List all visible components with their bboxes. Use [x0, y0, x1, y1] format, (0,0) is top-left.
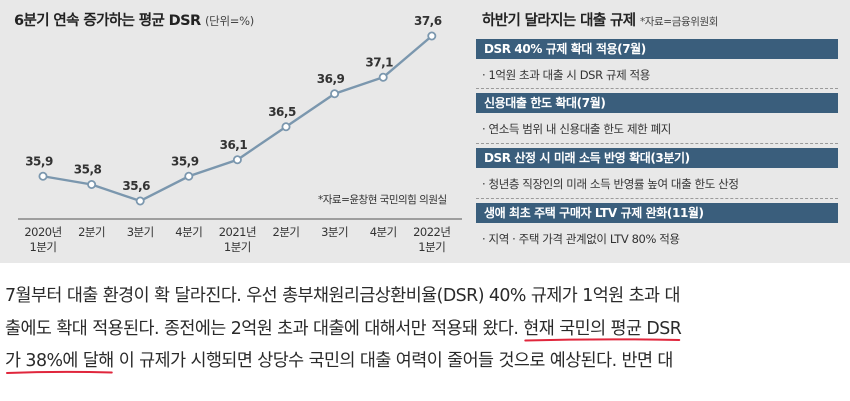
data-point [281, 122, 291, 132]
regulation-detail-1: · 1억원 초과 대출 시 DSR 규제 적용 [482, 68, 650, 82]
x-tick-label: 2분기 [273, 225, 300, 239]
regulation-panel: 하반기 달라지는 대출 규제 *자료=금융위원회 DSR 40% 규제 확대 적… [476, 0, 850, 263]
chart-title: 6분기 연속 증가하는 평균 DSR (단위=%) [14, 13, 254, 29]
data-point [378, 72, 388, 82]
data-label: 35,6 [122, 179, 150, 193]
x-tick-label: 2020년 [24, 225, 61, 239]
data-label: 36,1 [220, 138, 248, 152]
data-label: 35,9 [171, 154, 199, 168]
x-tick-label: 1분기 [418, 240, 445, 254]
x-tick-label: 4분기 [370, 225, 397, 239]
highlighted-text: 현재 국민의 평균 DSR [523, 318, 682, 339]
article-line: 가 38%에 달해 이 규제가 시행되면 상당수 국민의 대출 여력이 줄어들 … [5, 345, 850, 378]
regulation-detail-2: · 연소득 범위 내 신용대출 한도 제한 폐지 [482, 122, 671, 136]
data-point [427, 31, 437, 41]
x-tick-label: 2021년 [219, 225, 256, 239]
article-line: 출에도 확대 적용된다. 종전에는 2억원 초과 대출에 대해서만 적용돼 왔다… [5, 313, 850, 346]
x-tick-label: 1분기 [30, 240, 57, 254]
divider [476, 198, 838, 199]
data-point [87, 179, 97, 189]
highlighted-text: 가 38%에 달해 [5, 351, 114, 371]
regulation-header-1: DSR 40% 규제 확대 적용(7월) [476, 39, 838, 59]
article-body: 7월부터 대출 환경이 확 달라진다. 우선 총부채원리금상환비율(DSR) 4… [5, 280, 850, 378]
data-label: 36,5 [268, 105, 296, 119]
article-text: 출에도 확대 적용된다. 종전에는 2억원 초과 대출에 대해서만 적용돼 왔다… [5, 318, 524, 339]
x-tick-label: 3분기 [127, 225, 154, 239]
data-label: 37,6 [414, 14, 442, 28]
data-point [135, 196, 145, 206]
data-point [330, 89, 340, 99]
x-tick-label: 2분기 [78, 225, 105, 239]
data-label: 35,9 [25, 154, 53, 168]
x-tick-label: 2022년 [413, 225, 450, 239]
article-line: 7월부터 대출 환경이 확 달라진다. 우선 총부채원리금상환비율(DSR) 4… [5, 280, 850, 313]
divider [476, 143, 838, 144]
article-text: 이 규제가 시행되면 상당수 국민의 대출 여력이 줄어들 것으로 예상된다. … [113, 351, 674, 371]
regulation-detail-3: · 청년층 직장인의 미래 소득 반영률 높여 대출 한도 산정 [482, 177, 739, 191]
chart-source: *자료=윤창현 국민의힘 의원실 [318, 194, 447, 206]
regulation-header-3: DSR 산정 시 미래 소득 반영 확대(3분기) [476, 148, 838, 168]
regulation-detail-4: · 지역 · 주택 가격 관계없이 LTV 80% 적용 [482, 232, 680, 246]
regulation-title: 하반기 달라지는 대출 규제 *자료=금융위원회 [482, 13, 719, 29]
data-label: 36,9 [317, 72, 345, 86]
x-tick-label: 1분기 [224, 240, 251, 254]
dsr-line-chart: 35,92020년1분기35,82분기35,63분기35,94분기36,1202… [18, 14, 462, 254]
x-tick-label: 3분기 [321, 225, 348, 239]
data-label: 35,8 [74, 163, 102, 177]
data-label: 37,1 [365, 55, 393, 69]
regulation-header-4: 생애 최초 주택 구매자 LTV 규제 완화(11월) [476, 203, 838, 223]
data-point [184, 171, 194, 181]
infographic: 6분기 연속 증가하는 평균 DSR (단위=%) 35,9 2020년 1분기 35… [0, 0, 850, 263]
data-point [232, 155, 242, 165]
divider [476, 88, 838, 89]
data-point [38, 171, 48, 181]
regulation-header-2: 신용대출 한도 확대(7월) [476, 93, 838, 113]
article-text: 7월부터 대출 환경이 확 달라진다. 우선 총부채원리금상환비율(DSR) 4… [5, 286, 680, 306]
chart-unit: (단위=%) [204, 14, 254, 28]
regulation-source: *자료=금융위원회 [639, 16, 719, 28]
x-tick-label: 4분기 [175, 225, 202, 239]
